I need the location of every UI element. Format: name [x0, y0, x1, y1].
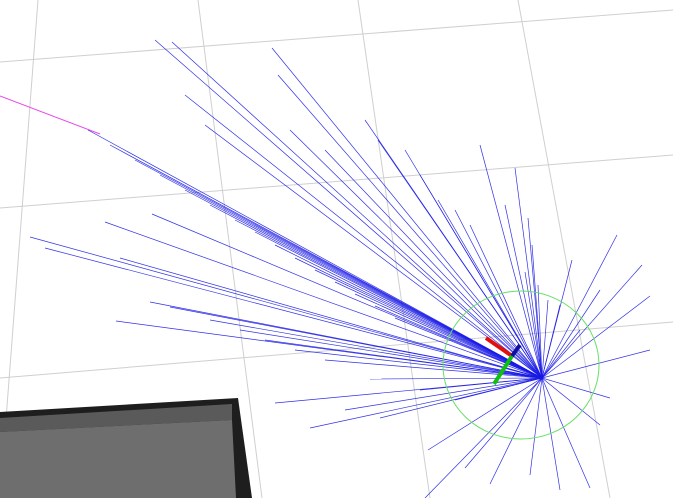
laser-beam: [324, 149, 543, 379]
robot-axes-icon: [484, 336, 522, 386]
laser-beam: [541, 329, 581, 379]
laser-beam: [419, 174, 543, 379]
laser-beam: [29, 236, 543, 379]
laser-beam: [274, 244, 543, 379]
laser-beam: [541, 289, 601, 379]
laser-beam: [184, 94, 543, 379]
laser-beam: [541, 377, 591, 489]
laser-beam: [464, 377, 543, 469]
obstacle-top-face: [0, 404, 232, 432]
laser-beam: [524, 271, 543, 379]
laser-beam: [154, 39, 543, 379]
laser-beam: [479, 144, 543, 379]
laser-beam: [119, 257, 543, 379]
laser-beam: [271, 47, 543, 379]
laser-beam: [274, 377, 543, 404]
laser-beam: [529, 377, 543, 476]
laser-beam: [531, 244, 543, 379]
laser-beam: [264, 339, 543, 379]
laser-beam: [369, 377, 543, 380]
laser-beam: [541, 304, 561, 379]
laser-beam: [314, 269, 543, 379]
laser-beam: [514, 167, 543, 379]
grid-line: [0, 154, 673, 209]
laser-beam: [239, 329, 543, 379]
laser-beam: [437, 199, 543, 379]
laser-beam: [537, 284, 543, 379]
grid-line: [197, 0, 263, 498]
laser-beam: [171, 41, 543, 379]
laser-beam: [454, 377, 543, 401]
grid-line: [517, 0, 611, 498]
laser-beam: [324, 359, 543, 379]
laser-beam: [541, 264, 643, 379]
laser-beam: [541, 377, 601, 426]
laser-beam: [289, 129, 543, 379]
laser-beam: [277, 74, 543, 379]
laser-beam: [424, 377, 543, 498]
trajectory-segment: [0, 95, 101, 135]
laser-beam: [254, 231, 543, 379]
laser-beam: [169, 306, 543, 379]
laser-beam: [541, 234, 618, 379]
axis-y: [492, 354, 514, 386]
laser-beam: [87, 129, 543, 379]
laser-beam: [344, 377, 543, 411]
laser-beam: [44, 247, 543, 379]
laser-beam: [469, 224, 543, 379]
footprint-ellipse: [442, 290, 600, 440]
laser-beam: [104, 221, 543, 379]
laser-beam: [541, 299, 549, 379]
obstacle-box: [0, 398, 252, 498]
grid-line: [0, 9, 673, 63]
laser-beam: [377, 139, 543, 379]
obstacle-front-face: [0, 420, 236, 498]
trajectory-line: [0, 95, 101, 135]
laser-beam: [489, 377, 543, 485]
laser-beam: [294, 257, 543, 379]
laser-beam: [541, 349, 651, 379]
laser-beam: [209, 319, 543, 379]
laser-beam: [427, 377, 543, 451]
axis-x: [484, 336, 514, 358]
laser-beam: [354, 293, 543, 379]
laser-beam: [541, 295, 651, 379]
laser-beam: [541, 377, 611, 399]
laser-beam: [151, 213, 543, 379]
footprint-circle: [442, 290, 600, 440]
laser-scan: [29, 39, 651, 498]
axis-z: [510, 343, 522, 358]
laser-beam: [309, 377, 543, 429]
laser-beam: [204, 124, 543, 379]
